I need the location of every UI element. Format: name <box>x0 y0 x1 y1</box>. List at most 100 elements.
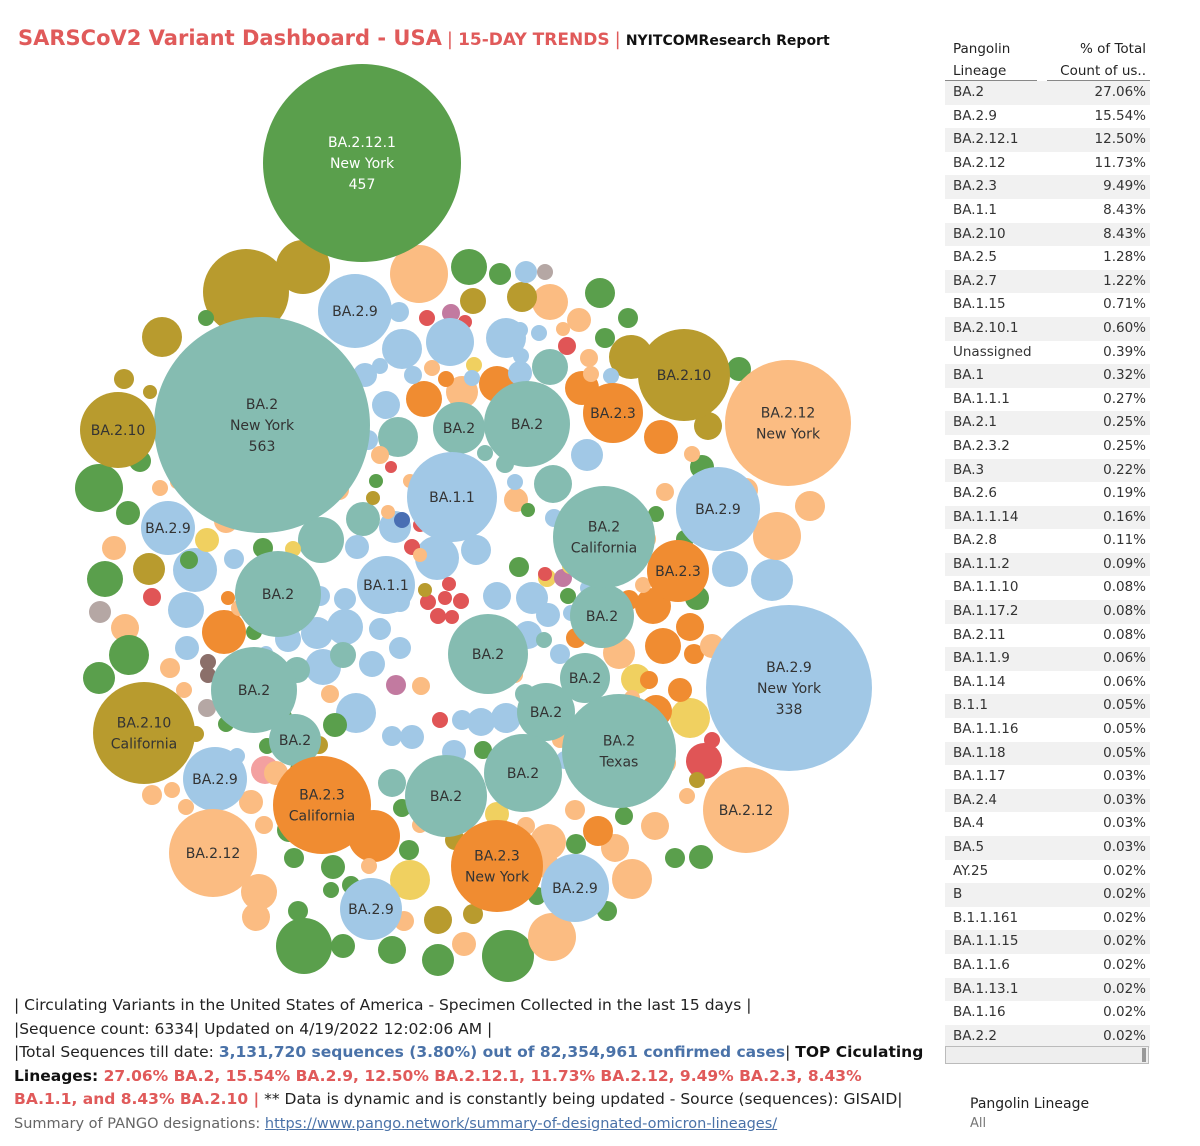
scrollbar-thumb[interactable] <box>1142 1048 1146 1062</box>
bubble-labeled[interactable] <box>80 392 156 468</box>
bubble[interactable] <box>382 329 422 369</box>
bubble[interactable] <box>464 370 480 386</box>
table-row[interactable]: BA.2.10 8.43% <box>945 222 1150 247</box>
bubble[interactable] <box>491 703 521 733</box>
bubble[interactable] <box>75 464 123 512</box>
bubble[interactable] <box>442 577 456 591</box>
bubble-labeled[interactable] <box>407 452 497 542</box>
bubble[interactable] <box>438 371 454 387</box>
bubble-labeled[interactable] <box>583 383 643 443</box>
bubble[interactable] <box>386 675 406 695</box>
bubble[interactable] <box>359 651 385 677</box>
table-row[interactable]: BA.1.1.16 0.05% <box>945 718 1150 742</box>
bubble[interactable] <box>689 845 713 869</box>
bubble[interactable] <box>255 816 273 834</box>
table-row[interactable]: B.1.1.161 0.02% <box>945 907 1150 931</box>
bubble[interactable] <box>483 582 511 610</box>
bubble-labeled[interactable] <box>553 486 655 588</box>
bubble-labeled[interactable] <box>562 694 676 808</box>
bubble-labeled[interactable] <box>318 274 392 348</box>
bubble[interactable] <box>321 855 345 879</box>
table-row[interactable]: BA.1.1.2 0.09% <box>945 552 1150 577</box>
table-row[interactable]: BA.1.1.6 0.02% <box>945 954 1150 978</box>
bubble[interactable] <box>276 918 332 974</box>
bubble[interactable] <box>419 310 435 326</box>
bubble[interactable] <box>513 348 529 364</box>
bubble-labeled[interactable] <box>638 329 730 421</box>
bubble-labeled[interactable] <box>211 647 297 733</box>
bubble[interactable] <box>160 658 180 678</box>
bubble-labeled[interactable] <box>517 683 575 741</box>
bubble[interactable] <box>486 318 526 358</box>
bubble-labeled[interactable] <box>235 551 321 637</box>
bubble[interactable] <box>178 799 194 815</box>
header-percent[interactable]: % of Total Count of us.. <box>1047 38 1150 81</box>
bubble[interactable] <box>684 446 700 462</box>
bubble[interactable] <box>536 603 560 627</box>
table-row[interactable]: B 0.02% <box>945 883 1150 907</box>
bubble-labeled[interactable] <box>263 64 461 262</box>
bubble[interactable] <box>415 536 459 580</box>
pango-link[interactable]: https://www.pango.network/summary-of-des… <box>264 1115 778 1132</box>
bubble[interactable] <box>389 302 409 322</box>
table-row[interactable]: BA.2.3 9.49% <box>945 175 1150 199</box>
bubble[interactable] <box>603 368 619 384</box>
bubble-labeled[interactable] <box>357 556 415 614</box>
table-row[interactable]: BA.2.8 0.11% <box>945 529 1150 553</box>
bubble[interactable] <box>536 632 552 648</box>
lineage-filter[interactable]: Pangolin Lineage All <box>970 1096 1089 1131</box>
bubble[interactable] <box>378 769 406 797</box>
table-row[interactable]: BA.1.1 8.43% <box>945 199 1150 223</box>
bubble[interactable] <box>198 699 216 717</box>
bubble[interactable] <box>645 628 681 664</box>
bubble[interactable] <box>321 685 339 703</box>
bubble[interactable] <box>445 610 459 624</box>
table-scrollbar[interactable] <box>945 1046 1149 1064</box>
bubble[interactable] <box>404 366 422 384</box>
bubble[interactable] <box>795 491 825 521</box>
bubble[interactable] <box>400 725 424 749</box>
bubble[interactable] <box>583 366 599 382</box>
table-row[interactable]: BA.2.11 0.08% <box>945 624 1150 648</box>
bubble-labeled[interactable] <box>448 614 528 694</box>
table-row[interactable]: BA.1.13.1 0.02% <box>945 977 1150 1002</box>
bubble[interactable] <box>615 807 633 825</box>
bubble[interactable] <box>679 788 695 804</box>
bubble[interactable] <box>83 662 115 694</box>
bubble[interactable] <box>327 609 363 645</box>
bubble-labeled[interactable] <box>570 584 634 648</box>
bubble[interactable] <box>412 677 430 695</box>
bubble-labeled[interactable] <box>154 317 370 533</box>
bubble[interactable] <box>686 743 722 779</box>
table-row[interactable]: BA.2.10.1 0.60% <box>945 316 1150 341</box>
table-row[interactable]: BA.1 0.32% <box>945 364 1150 388</box>
bubble[interactable] <box>442 304 460 322</box>
bubble[interactable] <box>618 308 638 328</box>
bubble[interactable] <box>420 594 436 610</box>
bubble[interactable] <box>656 483 674 501</box>
bubble[interactable] <box>538 567 552 581</box>
bubble[interactable] <box>284 848 304 868</box>
bubble[interactable] <box>504 488 528 512</box>
table-row[interactable]: BA.5 0.03% <box>945 836 1150 860</box>
bubble[interactable] <box>595 328 615 348</box>
bubble[interactable] <box>176 682 192 698</box>
bubble[interactable] <box>485 802 509 826</box>
bubble[interactable] <box>89 601 111 623</box>
bubble[interactable] <box>345 535 369 559</box>
table-row[interactable]: BA.2.2 0.02% <box>945 1024 1150 1048</box>
bubble-labeled[interactable] <box>169 809 257 897</box>
bubble[interactable] <box>528 913 576 961</box>
bubble[interactable] <box>560 588 576 604</box>
bubble[interactable] <box>467 708 495 736</box>
bubble-labeled[interactable] <box>405 755 487 837</box>
bubble[interactable] <box>202 610 246 654</box>
bubble[interactable] <box>378 936 406 964</box>
bubble[interactable] <box>489 263 511 285</box>
bubble[interactable] <box>331 934 355 958</box>
bubble[interactable] <box>114 369 134 389</box>
bubble[interactable] <box>648 506 664 522</box>
bubble[interactable] <box>200 667 216 683</box>
bubble[interactable] <box>694 412 722 440</box>
bubble[interactable] <box>390 860 430 900</box>
